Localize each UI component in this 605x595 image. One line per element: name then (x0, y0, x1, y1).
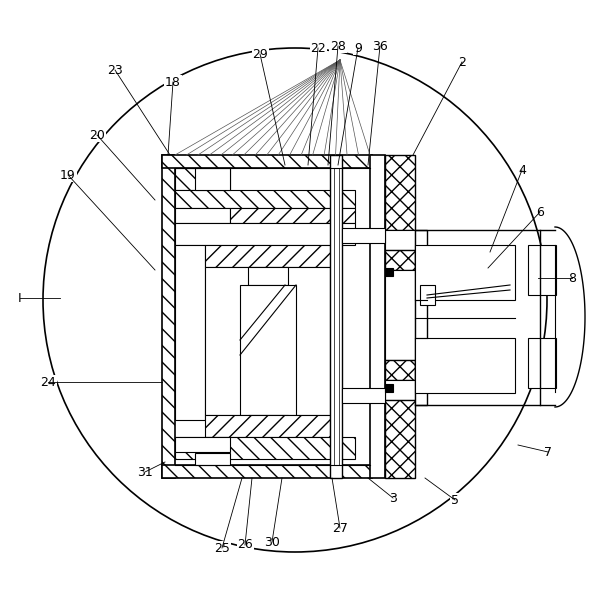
Bar (528, 338, 556, 388)
Bar (162, 155, 175, 478)
Bar (385, 268, 393, 276)
Text: 22: 22 (310, 42, 326, 55)
Text: 9: 9 (354, 42, 362, 55)
Bar (248, 267, 288, 285)
Bar (205, 267, 330, 415)
Bar (385, 384, 393, 392)
Bar (385, 230, 415, 250)
Bar (415, 230, 427, 405)
Text: 31: 31 (137, 465, 153, 478)
Bar (175, 190, 355, 208)
Bar (385, 250, 415, 270)
Text: 19: 19 (60, 168, 76, 181)
Text: 24: 24 (40, 375, 56, 389)
Bar (370, 155, 385, 478)
Bar (415, 245, 515, 300)
Bar (415, 338, 515, 393)
Bar (342, 388, 385, 403)
Bar (195, 453, 230, 465)
Bar (342, 228, 385, 243)
Bar (385, 360, 415, 380)
Text: I: I (18, 292, 22, 305)
Text: 23: 23 (107, 64, 123, 77)
Circle shape (43, 48, 547, 552)
Bar (175, 168, 230, 190)
Text: 20: 20 (89, 129, 105, 142)
Bar (330, 155, 342, 478)
Text: 5: 5 (451, 493, 459, 506)
Bar (385, 400, 415, 478)
Bar (385, 270, 415, 360)
Text: 4: 4 (518, 164, 526, 177)
Text: 6: 6 (536, 205, 544, 218)
Bar (230, 208, 355, 223)
Bar (334, 168, 339, 465)
Bar (205, 245, 330, 267)
Text: 18: 18 (165, 76, 181, 89)
Text: 3: 3 (389, 491, 397, 505)
Bar (205, 415, 330, 437)
Text: 30: 30 (264, 536, 280, 549)
Text: 2: 2 (458, 55, 466, 68)
Text: 26: 26 (237, 538, 253, 552)
Text: 8: 8 (568, 271, 576, 284)
Bar (240, 285, 296, 415)
Bar (175, 437, 230, 452)
Text: 29: 29 (252, 48, 268, 61)
Bar (162, 465, 372, 478)
Text: 28: 28 (330, 39, 346, 52)
Bar (162, 155, 372, 168)
Bar (385, 155, 415, 230)
Text: 36: 36 (372, 39, 388, 52)
Bar (175, 223, 355, 245)
Bar (175, 245, 205, 420)
Bar (248, 415, 288, 433)
Bar (420, 285, 435, 305)
Bar (175, 437, 355, 459)
Text: 27: 27 (332, 521, 348, 534)
Bar (385, 380, 415, 400)
Text: 25: 25 (214, 541, 230, 555)
Bar (528, 245, 556, 295)
Bar (175, 208, 230, 223)
Bar (195, 168, 230, 190)
Text: 7: 7 (544, 446, 552, 459)
